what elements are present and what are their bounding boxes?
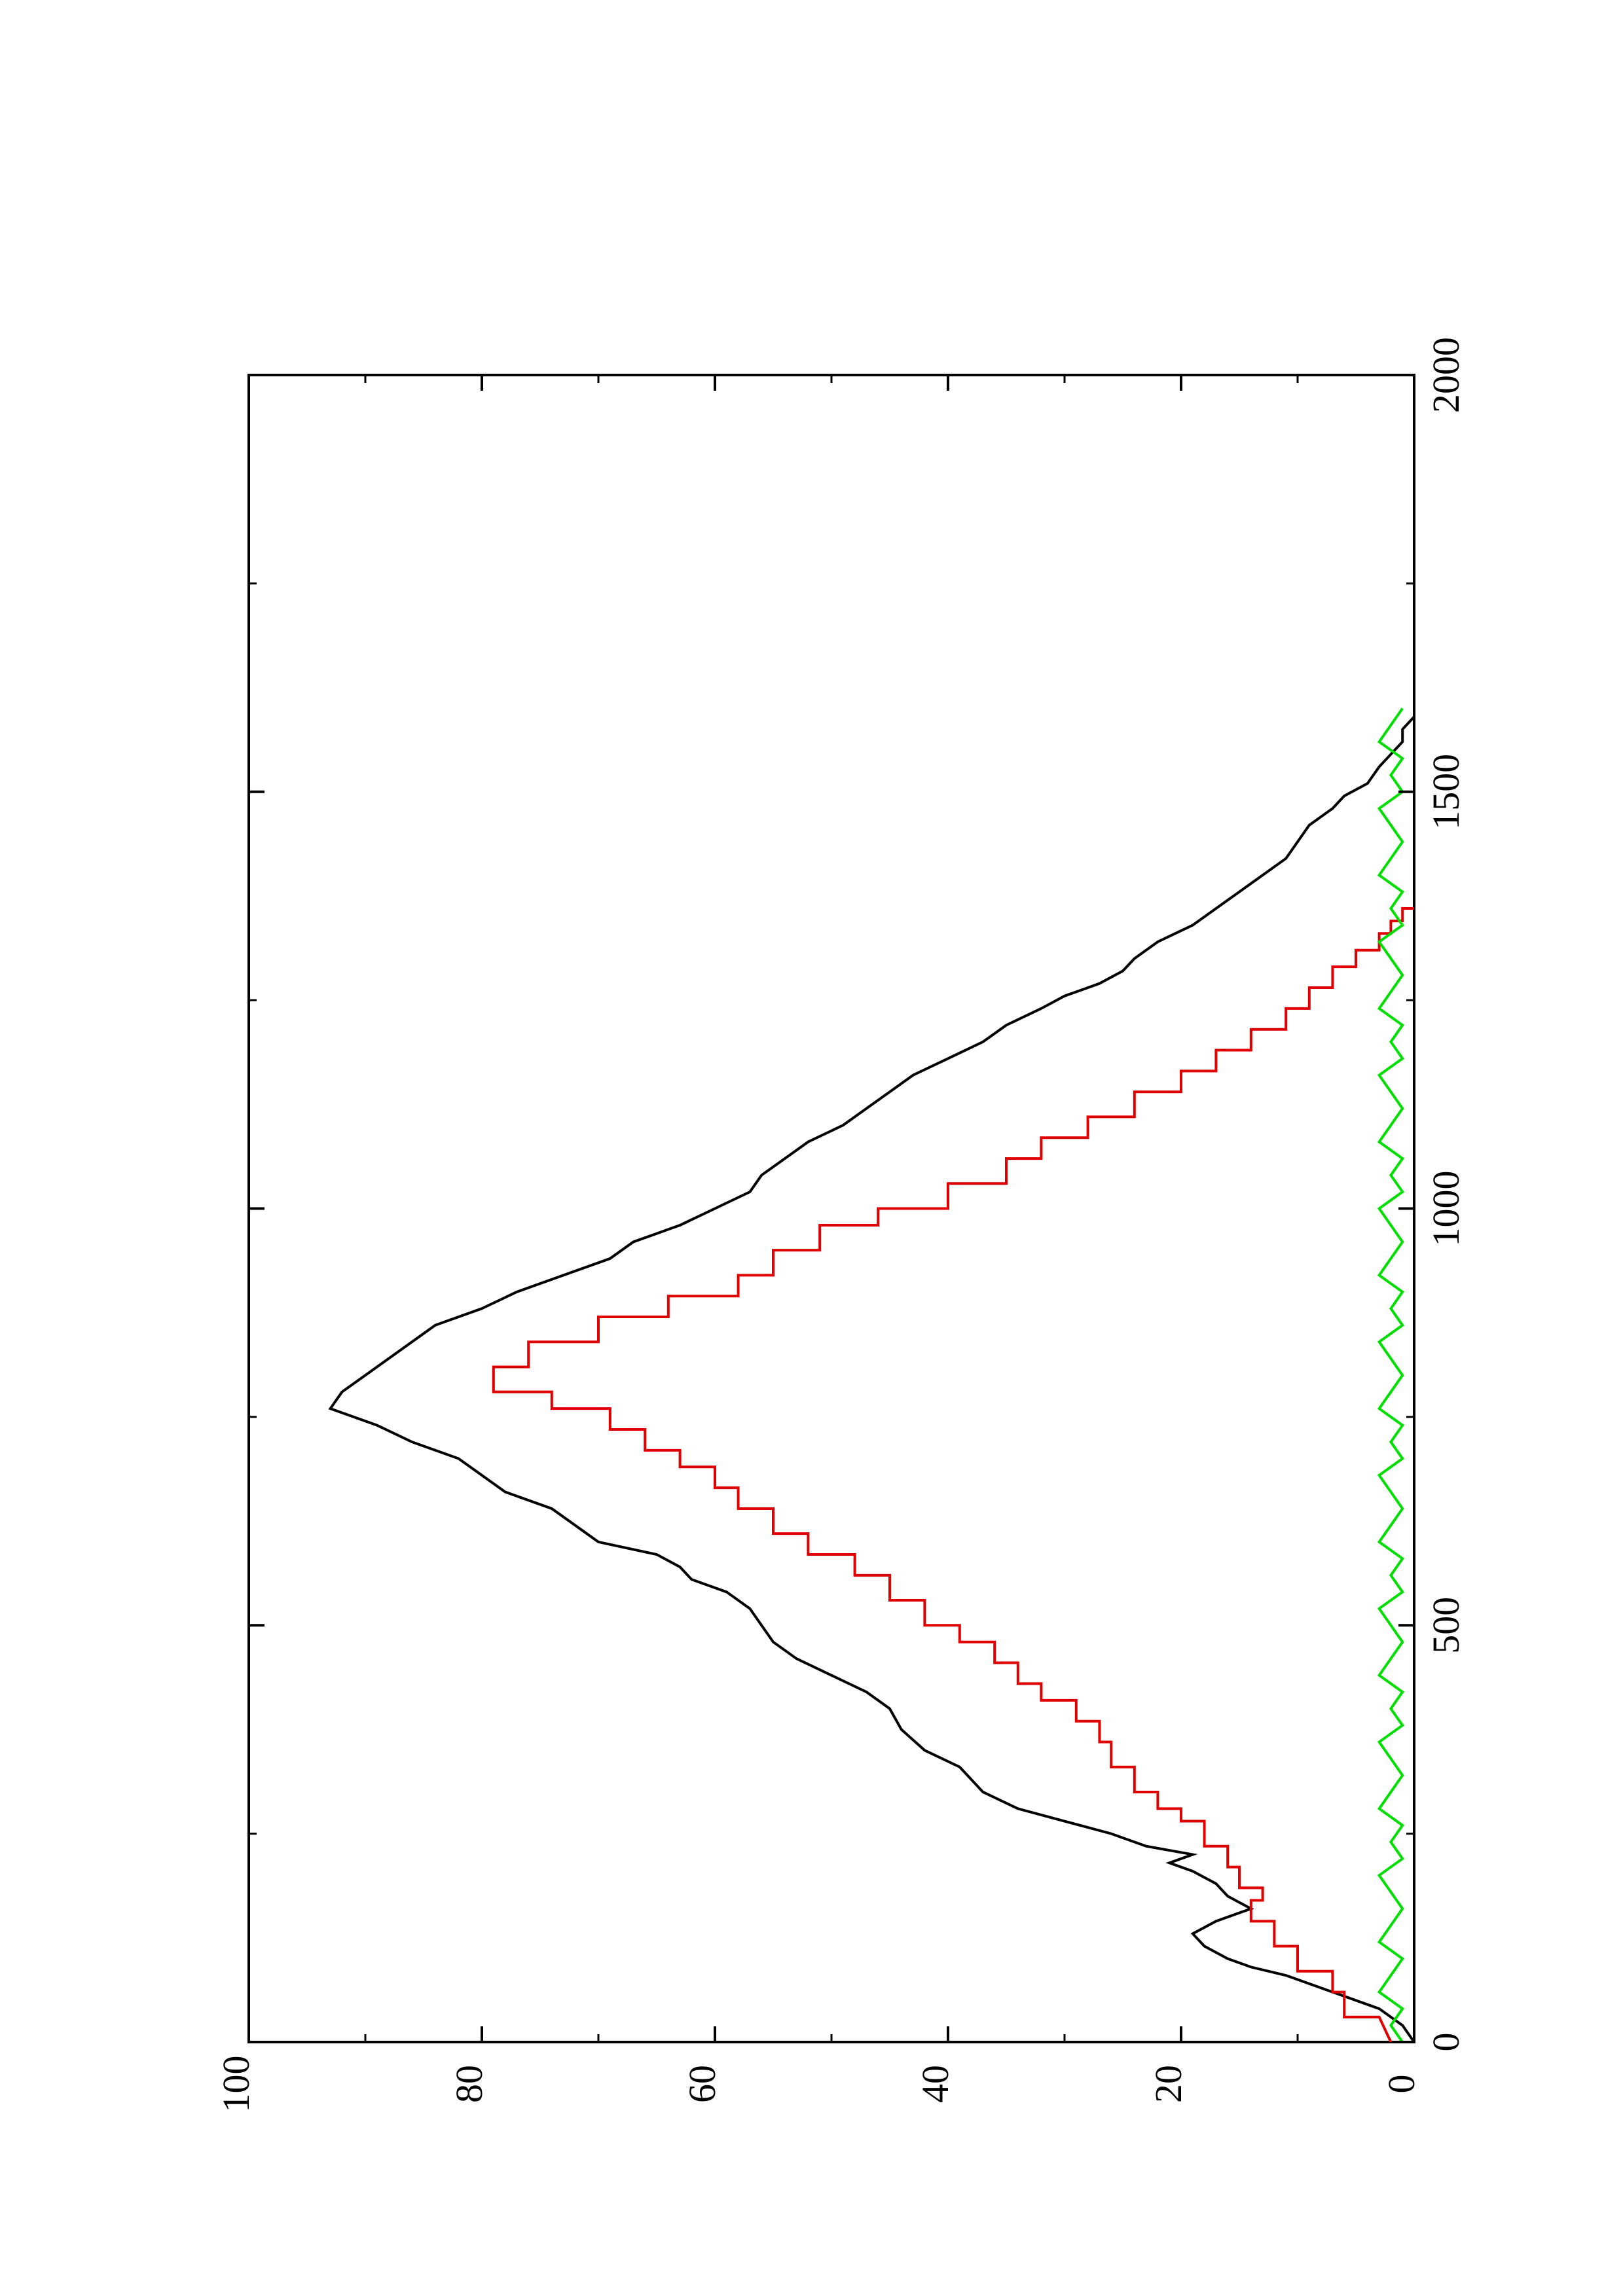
x-tick-label-2: 1000 — [1425, 1171, 1467, 1247]
series-line-0 — [328, 715, 1415, 2043]
series-line-2 — [1377, 708, 1404, 2043]
y-tick-label-1: 20 — [1147, 2065, 1190, 2103]
x-tick-label-3: 1500 — [1425, 754, 1467, 830]
x-tick-label-0: 0 — [1425, 2033, 1467, 2052]
label-layer: 0 500 1000 1500 2000 0 20 40 60 80 100 — [215, 337, 1467, 2113]
y-tick-label-4: 80 — [448, 2065, 490, 2103]
series-line-1 — [492, 907, 1414, 2043]
y-tick-label-5: 100 — [215, 2056, 257, 2113]
x-tick-label-1: 500 — [1425, 1597, 1467, 1654]
y-tick-label-3: 60 — [681, 2065, 723, 2103]
plot-area — [247, 374, 1415, 2043]
tick-layer — [247, 374, 1415, 2043]
y-tick-label-2: 40 — [914, 2065, 957, 2103]
y-tick-label-0: 0 — [1380, 2075, 1423, 2094]
plot-frame — [247, 374, 1415, 2043]
series-layer — [328, 708, 1415, 2043]
x-tick-label-4: 2000 — [1425, 337, 1467, 413]
